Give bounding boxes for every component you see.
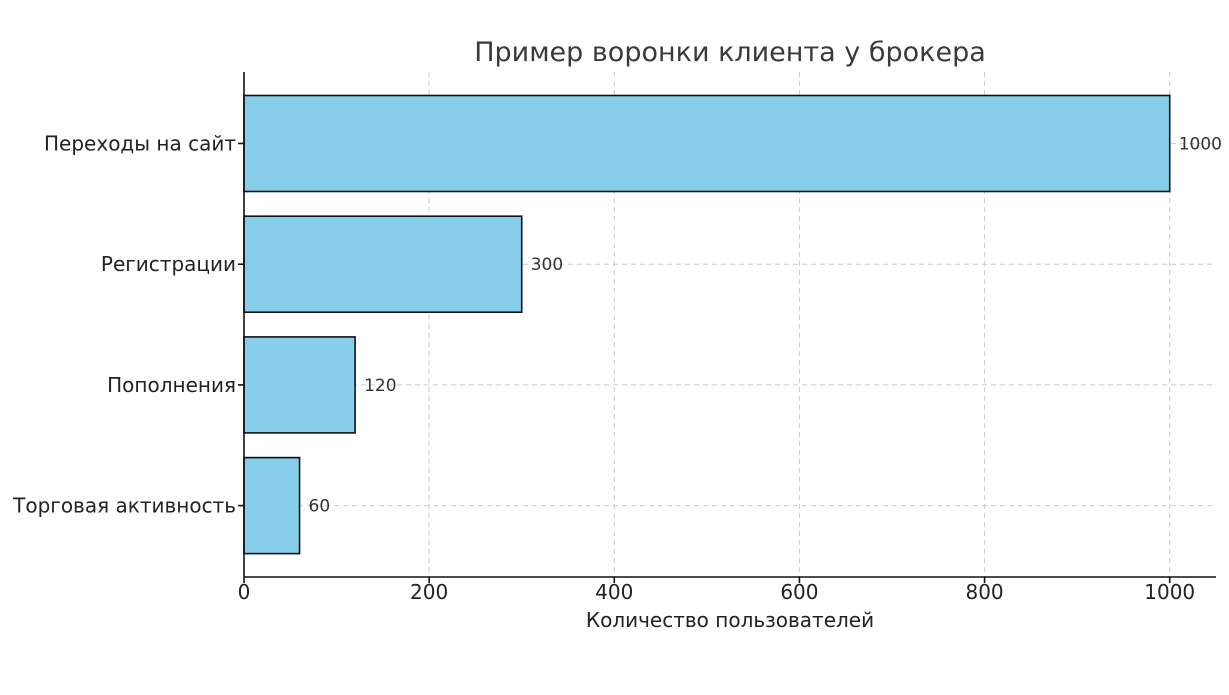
x-tick-label: 200: [410, 580, 448, 604]
x-tick-label: 1000: [1144, 580, 1195, 604]
category-label: Торговая активность: [12, 494, 236, 518]
y-axis-categories: Переходы на сайт Регистрации Пополнения Тор…: [12, 132, 244, 518]
data-label: 120: [364, 376, 396, 396]
data-labels: 1000 300 120 60: [309, 135, 1222, 517]
data-label: 60: [309, 497, 331, 517]
bar: [243, 336, 356, 434]
x-tick-label: 400: [595, 580, 633, 604]
axes: [243, 72, 1216, 578]
x-axis-label: Количество пользователей: [586, 608, 874, 632]
bar: [243, 215, 523, 313]
bars: [243, 94, 1171, 555]
x-tick-label: 600: [780, 580, 818, 604]
x-tick-label: 800: [965, 580, 1003, 604]
category-label: Пополнения: [107, 373, 236, 397]
bar: [243, 456, 301, 555]
category-label: Регистрации: [101, 252, 236, 276]
x-axis-ticks: 0 200 400 600 800 1000: [238, 577, 1195, 604]
data-label: 300: [531, 255, 563, 275]
chart-title: Пример воронки клиента у брокера: [474, 37, 986, 68]
category-label: Переходы на сайт: [44, 132, 236, 156]
bar: [243, 94, 1171, 193]
x-tick-label: 0: [238, 580, 251, 604]
data-label: 1000: [1179, 135, 1222, 155]
